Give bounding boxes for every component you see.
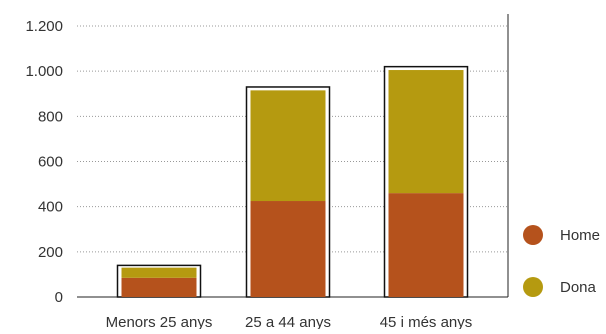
y-tick-label: 600 (38, 154, 63, 171)
bar-dona (388, 70, 464, 194)
y-tick-label: 1.200 (25, 18, 63, 35)
bar-home (121, 277, 197, 297)
x-tick-labels: Menors 25 anys 25 a 44 anys 45 i més anys (106, 314, 473, 331)
legend-marker-dona (523, 277, 543, 297)
y-tick-label: 1.000 (25, 63, 63, 80)
bar-home (388, 193, 464, 297)
bar-home (250, 201, 326, 297)
bar-dona (250, 90, 326, 202)
x-tick-label: Menors 25 anys (106, 314, 213, 329)
x-tick-label: 45 i més anys (380, 314, 473, 329)
bar-dona (121, 267, 197, 278)
legend-marker-home (523, 225, 543, 245)
legend: Home Dona (523, 225, 600, 297)
y-tick-label: 800 (38, 108, 63, 125)
bars (116, 65, 469, 298)
y-tick-labels: 0 200 400 600 800 1.000 1.200 (25, 18, 63, 306)
y-tick-label: 200 (38, 244, 63, 261)
legend-label-dona: Dona (560, 279, 597, 296)
x-tick-label: 25 a 44 anys (245, 314, 331, 329)
y-tick-label: 0 (55, 289, 63, 306)
legend-label-home: Home (560, 227, 600, 244)
y-tick-label: 400 (38, 199, 63, 216)
